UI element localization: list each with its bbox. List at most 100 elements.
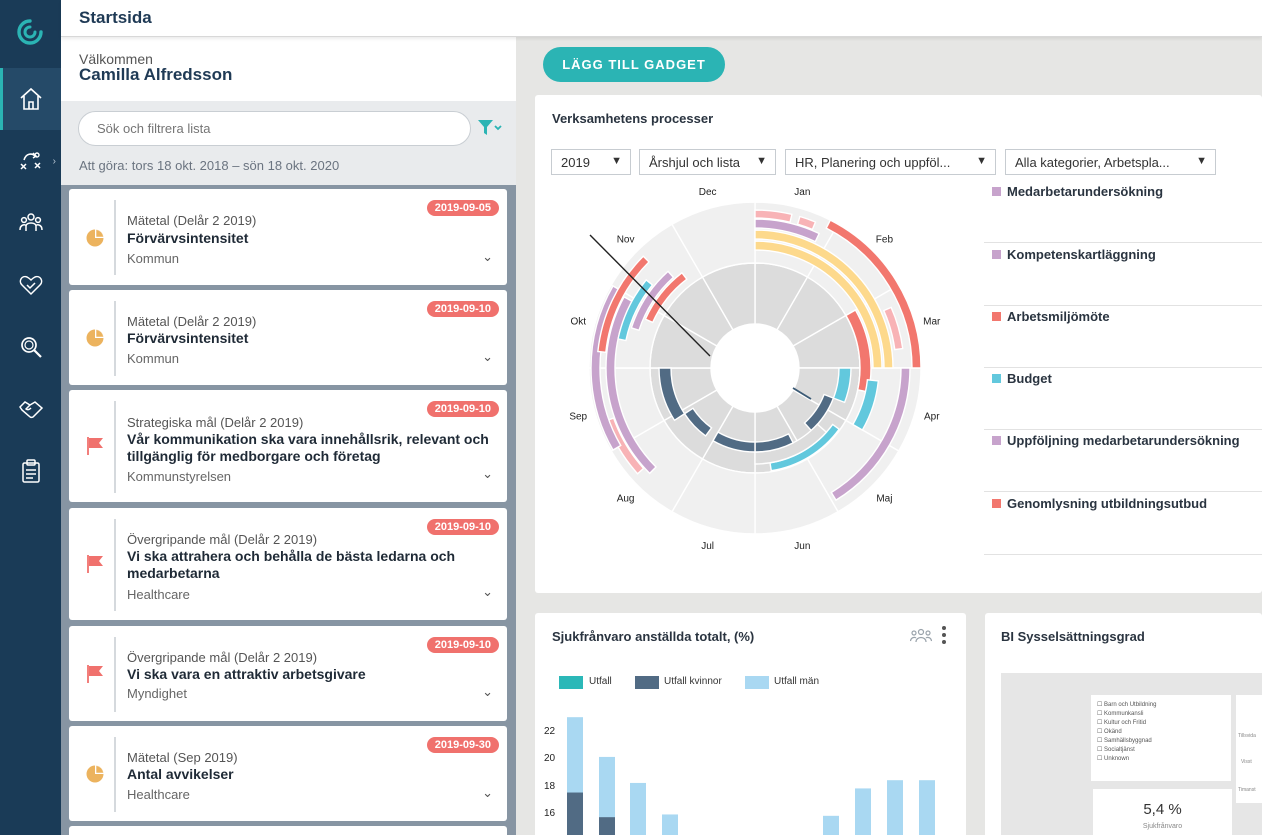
chevron-down-icon: ▼ — [1196, 155, 1207, 167]
bi-list-item[interactable]: ☐ Kommunkansli — [1097, 711, 1144, 717]
task-card[interactable] — [69, 826, 507, 835]
wheel-activity[interactable] — [754, 229, 894, 369]
wheel-activity[interactable] — [825, 219, 922, 369]
chevron-down-icon[interactable]: ⌄ — [482, 785, 493, 800]
month-label: Sep — [569, 411, 587, 422]
chevron-down-icon[interactable]: ⌄ — [482, 349, 493, 364]
chevron-down-icon[interactable]: ⌄ — [482, 466, 493, 481]
bi-list-item[interactable]: ☐ Barn och Utbildning — [1097, 702, 1157, 708]
bi-slicer-list: ☐ Barn och Utbildning ☐ Kommunkansli ☐ K… — [1097, 701, 1156, 764]
group-icon[interactable] — [910, 627, 932, 643]
bar-utfall-man[interactable] — [599, 756, 615, 835]
app-logo-icon[interactable] — [14, 16, 46, 48]
legend-item[interactable]: Medarbetarundersökning — [984, 181, 1262, 243]
bi-list-item[interactable]: ☐ Kultur och Fritid — [1097, 720, 1147, 726]
bar-utfall-man[interactable] — [630, 782, 646, 835]
wheel-month-outer[interactable] — [671, 201, 756, 279]
sick-leave-panel: Sjukfrånvaro anställda totalt, (%) Utfal… — [535, 613, 966, 835]
wheel-activity[interactable] — [617, 278, 654, 342]
month-label: Aug — [617, 493, 635, 504]
bar-utfall-kvinnor[interactable] — [567, 792, 583, 835]
processes-title: Verksamhetens processer — [552, 111, 714, 126]
task-type: Övergripande mål (Delår 2 2019) — [127, 650, 318, 665]
task-card[interactable]: Mätetal (Delår 2 2019) Förvärvsintensite… — [69, 189, 507, 285]
bar-utfall-man[interactable] — [823, 815, 839, 835]
wheel-activity[interactable] — [803, 393, 835, 432]
bi-report[interactable]: ☐ Barn och Utbildning ☐ Kommunkansli ☐ K… — [1001, 673, 1262, 835]
wheel-activity[interactable] — [605, 417, 645, 475]
task-type: Mätetal (Sep 2019) — [127, 750, 238, 765]
task-org: Myndighet — [127, 686, 187, 701]
bi-list-item[interactable]: ☐ Okänd — [1097, 729, 1122, 735]
nav-cooperation[interactable] — [0, 378, 61, 440]
nav-strategy[interactable]: › — [0, 130, 61, 192]
legend-item[interactable]: Uppföljning medarbetarundersökning — [984, 430, 1262, 492]
nav-wellbeing[interactable] — [0, 254, 61, 316]
more-options-icon[interactable] — [939, 625, 949, 645]
wheel-activity[interactable] — [683, 407, 713, 437]
legend-item[interactable]: Budget — [984, 368, 1262, 430]
year-wheel[interactable]: Jan Feb Mar Apr Maj Jun Jul Aug Sep Okt Nov Dec — [535, 175, 975, 575]
task-type: Övergripande mål (Delår 2 2019) — [127, 532, 318, 547]
welcome-text: Välkommen — [79, 51, 153, 67]
search-input[interactable] — [78, 111, 471, 146]
chevron-down-icon[interactable]: ⌄ — [482, 584, 493, 599]
chevron-down-icon[interactable]: ⌄ — [482, 684, 493, 699]
wheel-activity[interactable] — [851, 379, 880, 431]
wheel-activity[interactable] — [597, 255, 650, 354]
process-select-value: HR, Planering och uppföl... — [795, 155, 951, 170]
wheel-activity[interactable] — [644, 271, 688, 324]
bar-utfall-man[interactable] — [887, 780, 903, 835]
bi-side-panel: Tillsvida Visst Timanst — [1236, 695, 1262, 803]
bi-list-item[interactable]: ☐ Samhällsbyggnad — [1097, 738, 1152, 744]
nav-home[interactable] — [0, 68, 61, 130]
nav-reports[interactable] — [0, 440, 61, 502]
chevron-down-icon[interactable]: ⌄ — [482, 249, 493, 264]
process-select[interactable]: HR, Planering och uppföl... ▼ — [785, 149, 996, 175]
legend-item[interactable]: Genomlysning utbildningsutbud — [984, 493, 1262, 555]
wheel-activity[interactable] — [844, 309, 872, 393]
wheel-activity[interactable] — [754, 240, 883, 369]
task-card[interactable]: Övergripande mål (Delår 2 2019) Vi ska a… — [69, 508, 507, 620]
pie-chart-icon — [86, 765, 104, 783]
today-pointer — [589, 234, 711, 357]
bar-utfall-man[interactable] — [919, 780, 935, 835]
nav-people[interactable] — [0, 192, 61, 254]
wheel-activity[interactable] — [830, 367, 911, 502]
legend-item[interactable]: Kompetenskartläggning — [984, 244, 1262, 306]
y-tick: 22 — [544, 726, 556, 737]
year-select[interactable]: 2019 ▼ — [551, 149, 631, 175]
bi-list-item[interactable]: ☐ Unknown — [1097, 756, 1130, 762]
task-card[interactable]: Mätetal (Sep 2019) Antal avvikelser Heal… — [69, 726, 507, 821]
task-name: Förvärvsintensitet — [127, 330, 249, 346]
add-gadget-button[interactable]: LÄGG TILL GADGET — [543, 47, 725, 82]
task-card[interactable]: Strategiska mål (Delår 2 2019) Vår kommu… — [69, 390, 507, 502]
due-date-badge: 2019-09-05 — [426, 200, 499, 216]
bar-utfall-man[interactable] — [662, 814, 678, 835]
wheel-activity[interactable] — [630, 270, 675, 332]
bi-list-item[interactable]: ☐ Socialtjänst — [1097, 747, 1135, 753]
bi-slicer[interactable]: ☐ Barn och Utbildning ☐ Kommunkansli ☐ K… — [1091, 695, 1231, 781]
wheel-activity[interactable] — [754, 209, 793, 223]
bar-utfall-man[interactable] — [855, 788, 871, 835]
wheel-activity[interactable] — [796, 215, 817, 231]
task-card[interactable]: Övergripande mål (Delår 2 2019) Vi ska v… — [69, 626, 507, 721]
bi-list-label: Unknown — [1104, 756, 1130, 762]
legend-item[interactable]: Arbetsmiljömöte — [984, 306, 1262, 368]
task-card[interactable]: Mätetal (Delår 2 2019) Förvärvsintensite… — [69, 290, 507, 385]
view-select[interactable]: Årshjul och lista ▼ — [639, 149, 776, 175]
filter-icon[interactable] — [477, 119, 503, 137]
month-label: Jun — [794, 541, 810, 552]
nav-search[interactable] — [0, 316, 61, 378]
card-divider — [114, 301, 116, 376]
wheel-activity[interactable] — [882, 306, 904, 351]
wheel-activity[interactable] — [658, 367, 686, 422]
month-label: Nov — [617, 235, 635, 246]
wheel-activity[interactable] — [712, 431, 756, 453]
category-select[interactable]: Alla kategorier, Arbetspla... ▼ — [1005, 149, 1216, 175]
wheel-activity[interactable] — [590, 285, 622, 451]
bar-utfall-kvinnor[interactable] — [599, 817, 615, 835]
legend-label: Arbetsmiljömöte — [1007, 309, 1110, 324]
wheel-activity[interactable] — [754, 218, 821, 243]
pie-chart-icon — [86, 229, 104, 247]
